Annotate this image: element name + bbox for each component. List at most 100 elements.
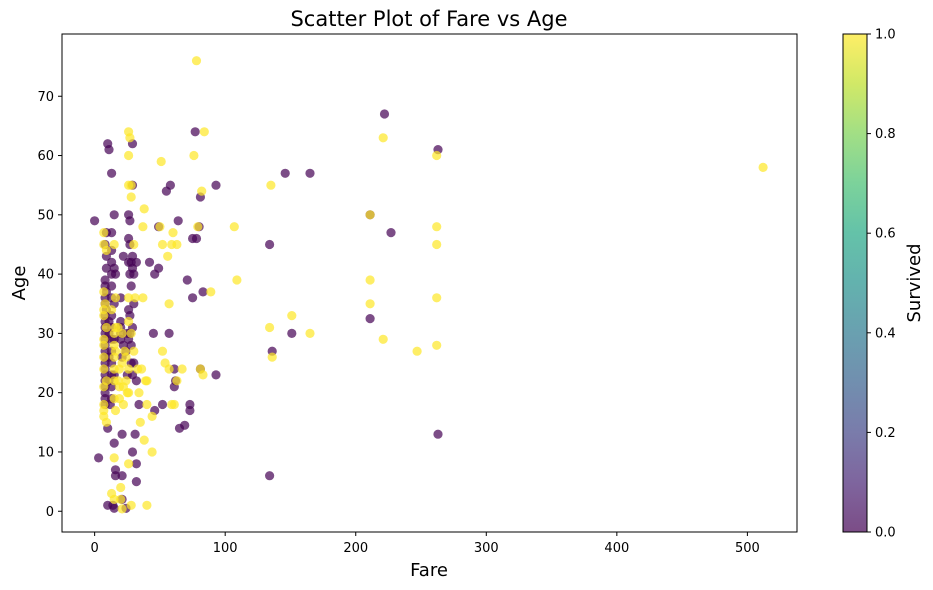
point-survived: [126, 192, 136, 202]
y-tick-label: 70: [37, 90, 54, 105]
point-survived: [177, 364, 187, 374]
point-not-survived: [131, 257, 141, 267]
point-survived: [432, 239, 442, 250]
point-not-survived: [127, 447, 138, 457]
point-not-survived: [107, 168, 117, 178]
point-survived: [99, 352, 109, 362]
point-survived: [124, 388, 134, 398]
x-tick-label: 500: [735, 541, 760, 556]
point-survived: [139, 204, 149, 214]
point-not-survived: [110, 269, 121, 279]
point-not-survived: [185, 405, 195, 416]
point-not-survived: [107, 228, 117, 238]
point-survived: [287, 311, 297, 321]
point-survived: [118, 399, 128, 410]
point-survived: [124, 364, 134, 374]
point-survived: [124, 316, 134, 327]
point-survived: [163, 251, 173, 261]
colorbar-tick-label: 0.4: [875, 326, 896, 341]
x-tick-label: 400: [604, 541, 629, 556]
point-not-survived: [118, 251, 128, 261]
point-survived: [126, 180, 136, 190]
point-survived: [101, 322, 111, 333]
point-not-survived: [131, 376, 141, 386]
point-not-survived: [109, 503, 119, 513]
point-not-survived: [130, 429, 140, 439]
point-not-survived: [134, 399, 144, 410]
point-not-survived: [109, 438, 119, 448]
point-survived: [172, 376, 182, 386]
point-survived: [197, 186, 207, 196]
y-tick-label: 40: [37, 268, 54, 283]
point-survived: [365, 210, 375, 220]
point-survived: [142, 376, 152, 386]
point-survived: [109, 453, 119, 463]
point-survived: [117, 328, 127, 338]
point-survived: [157, 346, 168, 356]
point-survived: [99, 340, 109, 350]
point-not-survived: [101, 263, 111, 273]
point-not-survived: [125, 216, 135, 226]
point-not-survived: [265, 471, 275, 481]
point-survived: [110, 346, 121, 356]
x-tick-label: 100: [213, 541, 238, 556]
point-survived: [164, 364, 174, 374]
point-survived: [124, 459, 134, 469]
point-not-survived: [287, 328, 297, 338]
point-survived: [265, 322, 275, 333]
point-survived: [267, 352, 277, 362]
point-not-survived: [131, 477, 141, 487]
point-not-survived: [211, 370, 221, 380]
point-survived: [198, 370, 208, 380]
colorbar-tick-label: 0.6: [875, 227, 896, 242]
point-survived: [116, 482, 126, 493]
point-survived: [124, 293, 134, 303]
point-not-survived: [164, 328, 174, 338]
point-survived: [126, 500, 136, 510]
point-survived: [266, 180, 276, 190]
point-survived: [99, 364, 109, 374]
point-survived: [157, 239, 168, 250]
point-not-survived: [117, 471, 127, 481]
colorbar-tick-label: 0.0: [875, 526, 896, 541]
x-tick-label: 300: [474, 541, 499, 556]
point-survived: [169, 399, 179, 410]
point-survived: [99, 228, 109, 238]
y-axis: 0 10 20 30 40 50 60 70: [37, 90, 62, 520]
point-not-survived: [180, 420, 190, 430]
y-tick-label: 0: [46, 505, 54, 520]
colorbar-tick-label: 1.0: [875, 28, 896, 43]
point-survived: [147, 447, 157, 457]
point-not-survived: [182, 275, 192, 285]
point-survived: [129, 346, 139, 356]
point-survived: [156, 156, 166, 167]
point-not-survived: [265, 239, 275, 250]
point-not-survived: [109, 210, 119, 220]
point-survived: [138, 222, 148, 232]
colorbar-title: Survived: [904, 243, 925, 322]
point-not-survived: [148, 328, 158, 338]
point-not-survived: [190, 127, 200, 137]
point-survived: [172, 239, 182, 250]
colorbar: [843, 34, 867, 532]
point-not-survived: [305, 168, 315, 178]
chart-title: Scatter Plot of Fare vs Age: [290, 7, 567, 31]
point-survived: [99, 311, 109, 321]
point-survived: [121, 376, 131, 386]
point-survived: [142, 399, 152, 410]
point-survived: [758, 162, 768, 172]
point-not-survived: [188, 293, 198, 303]
point-not-survived: [191, 233, 202, 244]
point-survived: [134, 388, 144, 398]
point-not-survived: [386, 228, 396, 238]
y-tick-label: 10: [37, 445, 54, 460]
point-survived: [101, 417, 111, 427]
point-survived: [142, 500, 152, 510]
point-survived: [137, 364, 147, 374]
point-not-survived: [94, 453, 104, 463]
x-tick-label: 200: [343, 541, 368, 556]
point-survived: [164, 299, 174, 309]
point-survived: [121, 352, 131, 362]
point-survived: [117, 504, 127, 514]
